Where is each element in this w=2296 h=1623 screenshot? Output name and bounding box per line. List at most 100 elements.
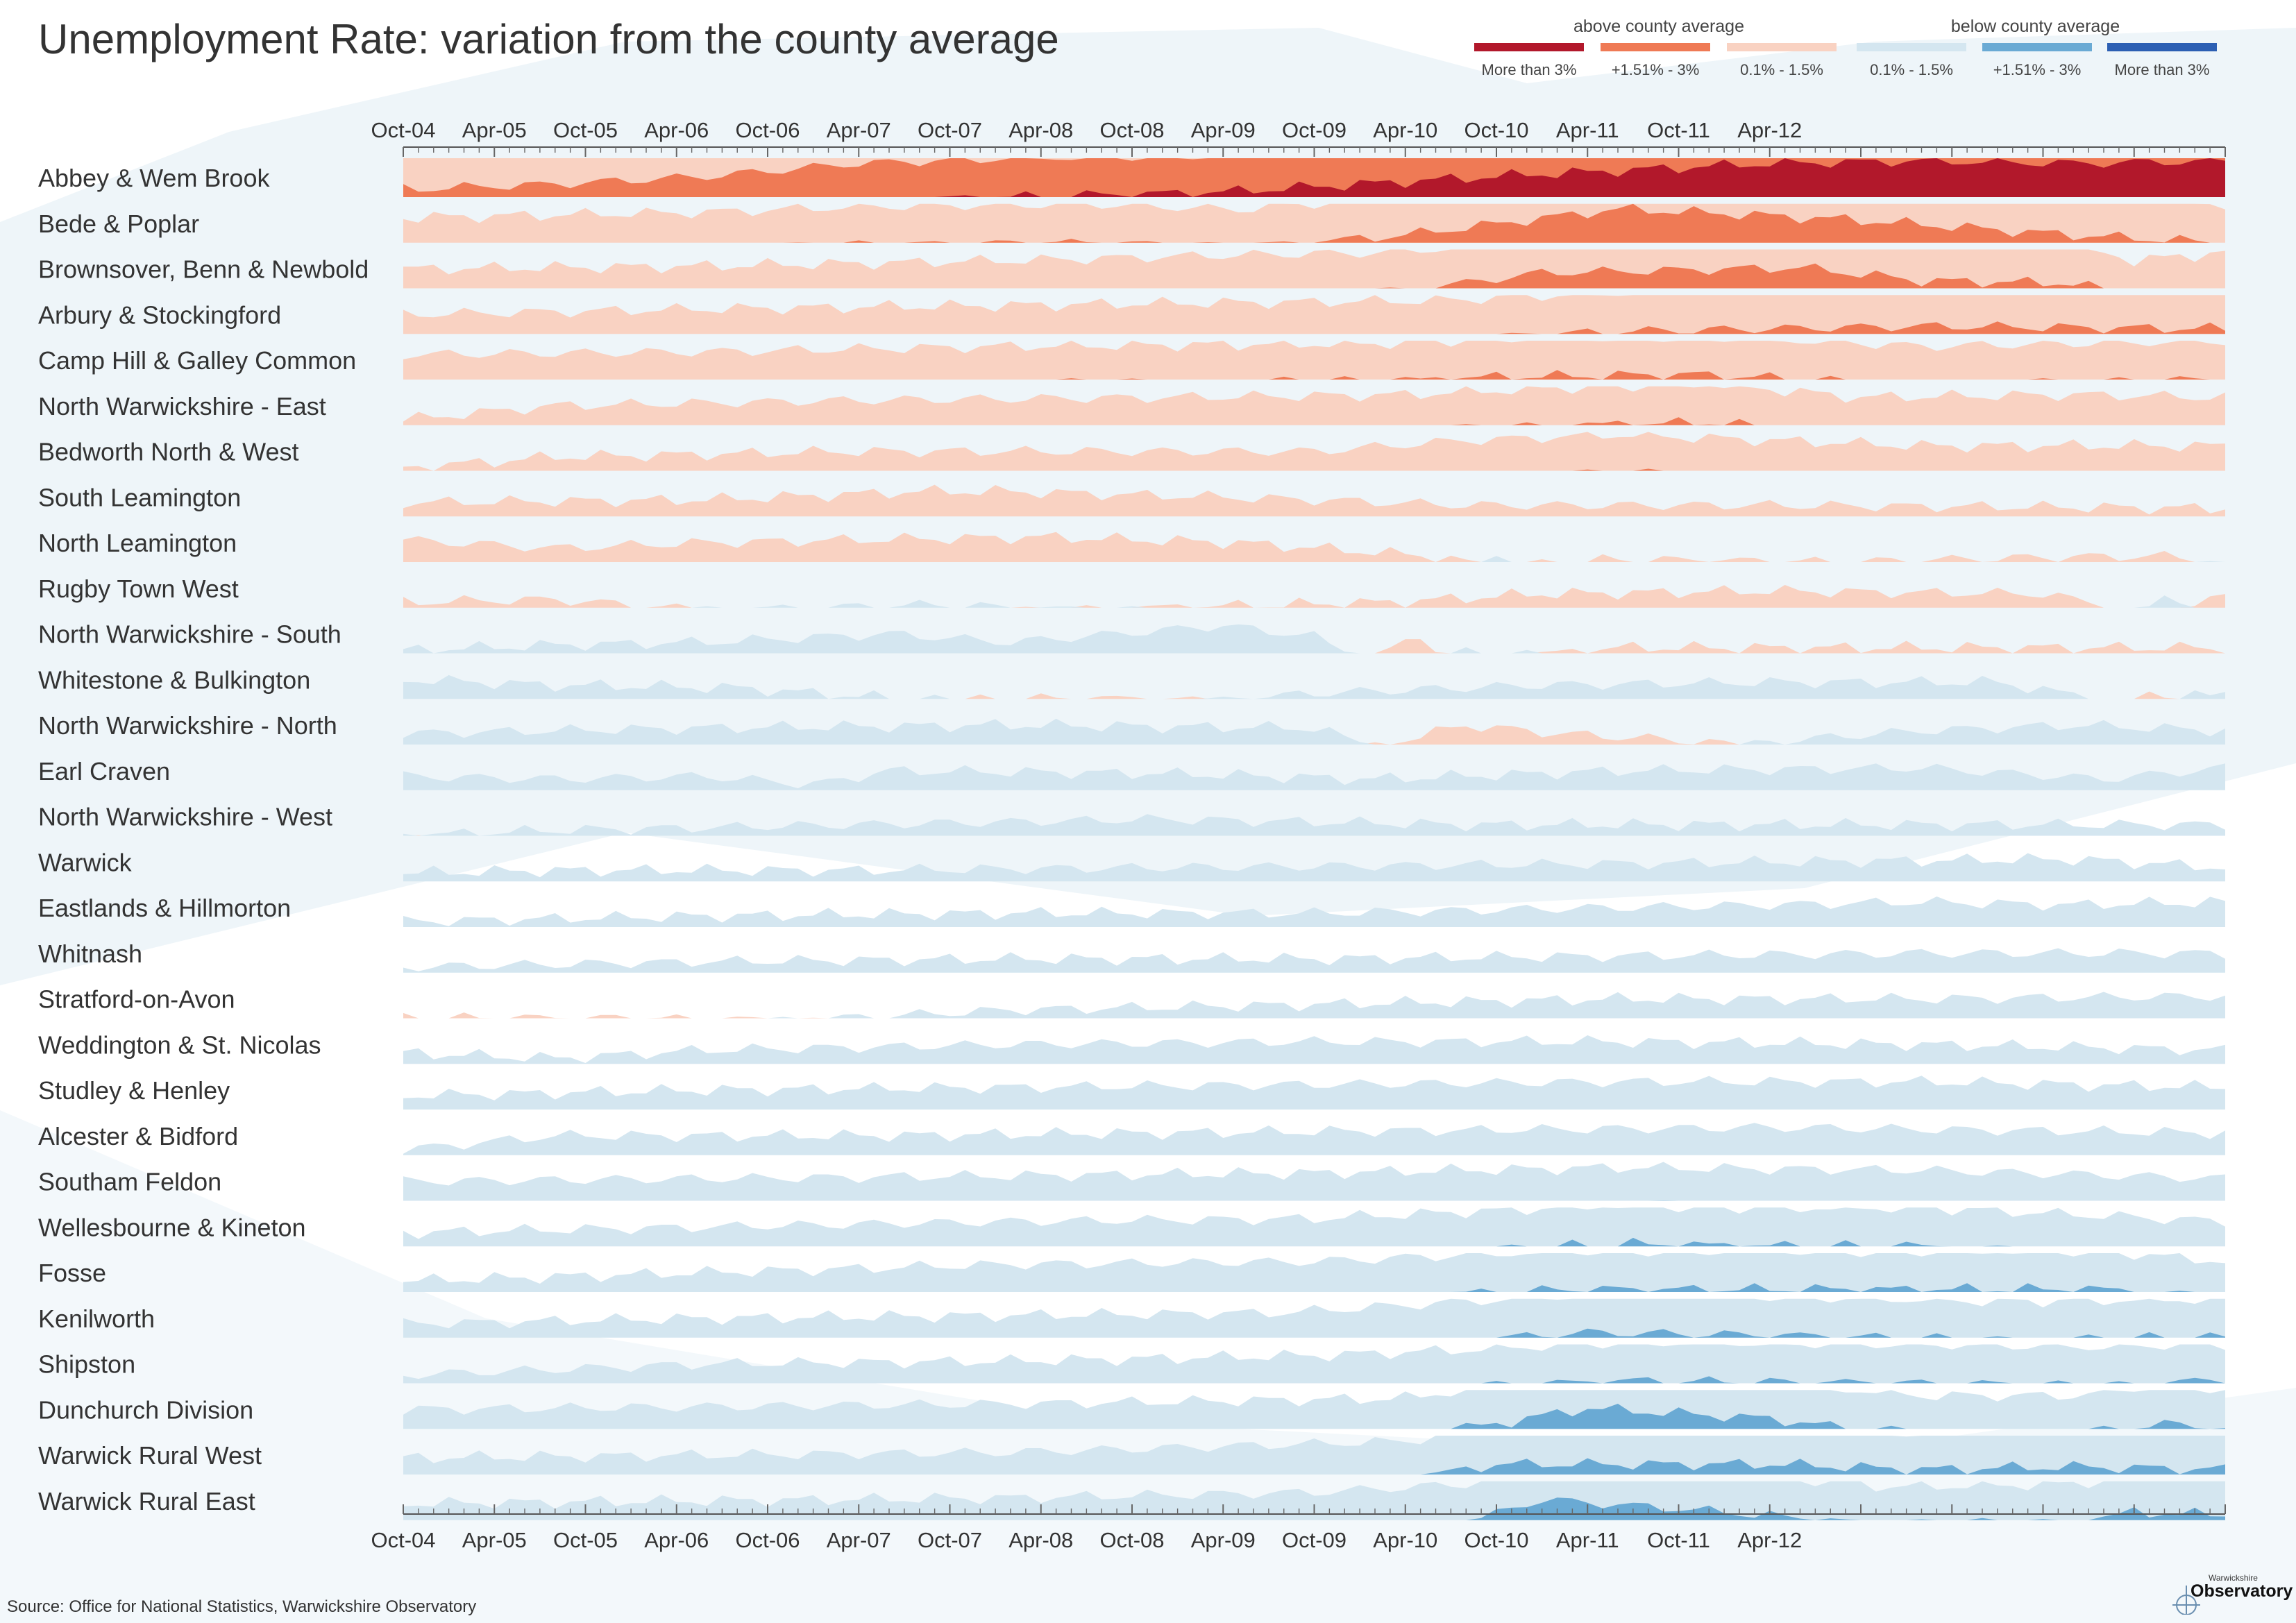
row-19: Weddington & St. Nicolas xyxy=(38,1030,2225,1064)
legend-item-label: More than 3% xyxy=(1481,61,1577,78)
tick-label: Oct-07 xyxy=(918,118,982,142)
row-16: Eastlands & Hillmorton xyxy=(38,894,2225,927)
row-label: Bedworth North & West xyxy=(38,438,299,466)
row-17: Whitnash xyxy=(38,940,2225,973)
tick-label: Oct-10 xyxy=(1464,1528,1528,1552)
series-band-pos-3 xyxy=(403,158,2225,197)
legend-item-label: +1.51% - 3% xyxy=(1993,61,2082,78)
row-label: South Leamington xyxy=(38,483,241,511)
row-label: Brownsover, Benn & Newbold xyxy=(38,255,369,284)
tick-label: Apr-10 xyxy=(1373,118,1437,142)
series-band-pos-1 xyxy=(403,532,2225,562)
tick-label: Oct-11 xyxy=(1647,1528,1710,1552)
row-label: Whitnash xyxy=(38,940,142,968)
row-10: North Warwickshire - South xyxy=(38,620,2225,654)
row-label: North Warwickshire - West xyxy=(38,803,332,831)
row-6: Bedworth North & West xyxy=(38,432,2225,471)
series-band-pos-1 xyxy=(403,484,2225,517)
row-9: Rugby Town West xyxy=(38,575,2225,608)
tick-label: Oct-06 xyxy=(735,118,800,142)
row-11: Whitestone & Bulkington xyxy=(38,665,2225,699)
row-label: Warwick xyxy=(38,848,133,876)
row-label: Shipston xyxy=(38,1350,135,1379)
series-band-neg-1 xyxy=(403,1207,2225,1247)
series-band-neg-2 xyxy=(403,1283,2225,1292)
chart-title: Unemployment Rate: variation from the co… xyxy=(38,16,1059,62)
row-12: North Warwickshire - North xyxy=(38,711,2225,745)
row-label: Stratford-on-Avon xyxy=(38,985,235,1014)
row-label: Wellesbourne & Kineton xyxy=(38,1213,306,1241)
series-band-pos-1 xyxy=(403,386,2225,425)
row-label: Earl Craven xyxy=(38,757,170,785)
tick-label: Apr-10 xyxy=(1373,1528,1437,1552)
series-band-neg-1 xyxy=(403,1162,2225,1201)
row-20: Studley & Henley xyxy=(38,1076,2225,1110)
series-band-pos-1 xyxy=(403,341,2225,380)
legend-swatch xyxy=(1601,43,1710,51)
tick-label: Oct-09 xyxy=(1282,118,1347,142)
row-1: Bede & Poplar xyxy=(38,203,2225,243)
row-27: Dunchurch Division xyxy=(38,1390,2225,1429)
row-label: Weddington & St. Nicolas xyxy=(38,1030,321,1059)
logo-big-text: Observatory xyxy=(2191,1581,2293,1601)
tick-label: Apr-08 xyxy=(1008,1528,1073,1552)
series-band-pos-2 xyxy=(403,203,2225,243)
logo-small-text: Warwickshire xyxy=(2209,1573,2258,1583)
tick-label: Oct-05 xyxy=(553,1528,618,1552)
row-label: Fosse xyxy=(38,1259,106,1287)
row-label: Kenilworth xyxy=(38,1305,155,1333)
row-4: Camp Hill & Galley Common xyxy=(38,341,2225,380)
row-8: North Leamington xyxy=(38,529,2225,562)
legend-below-label: below county average xyxy=(1950,17,2120,36)
row-label: Arbury & Stockingford xyxy=(38,300,281,329)
series-band-pos-2 xyxy=(403,321,2225,334)
series-band-neg-1 xyxy=(403,1035,2225,1064)
row-label: Alcester & Bidford xyxy=(38,1122,238,1150)
series-band-neg-1 xyxy=(403,1123,2225,1155)
row-label: Warwick Rural West xyxy=(38,1441,262,1470)
series-band-pos-1 xyxy=(403,639,2225,654)
row-label: Dunchurch Division xyxy=(38,1395,253,1424)
series-band-neg-1 xyxy=(403,1436,2225,1475)
row-label: Warwick Rural East xyxy=(38,1487,255,1515)
legend-item-above-low: 0.1% - 1.5% xyxy=(1727,43,1837,79)
tick-label: Apr-08 xyxy=(1008,118,1073,142)
tick-label: Apr-09 xyxy=(1191,118,1256,142)
series-band-neg-1 xyxy=(403,814,2225,836)
series-band-neg-1 xyxy=(403,853,2225,882)
series-band-neg-1 xyxy=(403,1298,2225,1338)
series-band-neg-1 xyxy=(403,1253,2225,1292)
tick-label: Oct-08 xyxy=(1099,1528,1164,1552)
series-band-neg-1 xyxy=(403,674,2225,699)
row-23: Wellesbourne & Kineton xyxy=(38,1207,2225,1247)
legend-item-label: +1.51% - 3% xyxy=(1611,61,1700,78)
tick-label: Apr-11 xyxy=(1556,1528,1619,1552)
row-25: Kenilworth xyxy=(38,1298,2225,1338)
series-band-neg-1 xyxy=(403,1390,2225,1429)
series-band-neg-2 xyxy=(403,1404,2225,1429)
tick-label: Oct-04 xyxy=(371,118,435,142)
legend-above-label: above county average xyxy=(1573,17,1744,36)
row-label: Abbey & Wem Brook xyxy=(38,164,270,192)
tick-label: Oct-11 xyxy=(1647,118,1710,142)
row-label: Eastlands & Hillmorton xyxy=(38,894,291,922)
tick-label: Apr-05 xyxy=(462,1528,527,1552)
tick-label: Oct-05 xyxy=(553,118,618,142)
series-band-neg-1 xyxy=(403,595,2225,608)
row-21: Alcester & Bidford xyxy=(38,1122,2225,1155)
row-label: North Warwickshire - East xyxy=(38,392,326,420)
tick-label: Apr-07 xyxy=(827,1528,891,1552)
row-2: Brownsover, Benn & Newbold xyxy=(38,249,2225,289)
x-axis-bottom: Oct-04 Apr-05 Oct-05 Apr-06 Oct-06 Apr-07 Oct-… xyxy=(371,1504,2226,1552)
tick-label: Oct-08 xyxy=(1099,118,1164,142)
series-band-pos-2 xyxy=(403,263,2225,289)
series-band-neg-1 xyxy=(403,763,2225,790)
series-band-pos-1 xyxy=(403,295,2225,334)
legend-item-above-mid: +1.51% - 3% xyxy=(1601,43,1710,79)
tick-label: Oct-09 xyxy=(1282,1528,1347,1552)
legend-swatch xyxy=(2107,43,2217,51)
row-label: Southam Feldon xyxy=(38,1168,221,1196)
row-label: North Warwickshire - North xyxy=(38,711,337,740)
tick-label: Oct-10 xyxy=(1464,118,1528,142)
series-band-neg-2 xyxy=(403,1376,2225,1384)
